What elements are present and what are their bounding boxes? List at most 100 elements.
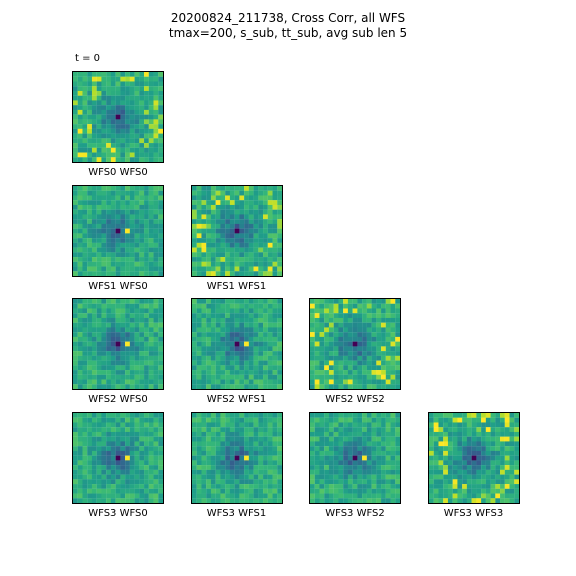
heatmap-cell <box>447 436 453 442</box>
heatmap-cell <box>385 313 391 319</box>
heatmap-cell <box>381 370 386 375</box>
heatmap-cell <box>91 299 97 304</box>
heatmap-cell <box>357 384 363 389</box>
heatmap-cell <box>390 497 396 503</box>
heatmap-cell <box>314 341 320 347</box>
heatmap-cell <box>77 412 83 418</box>
heatmap-cell <box>219 204 225 210</box>
heatmap-cell <box>200 261 206 267</box>
heatmap-cell <box>82 109 88 115</box>
heatmap-cell <box>480 483 486 489</box>
heatmap-cell <box>395 431 400 437</box>
heatmap-cell <box>509 450 514 456</box>
heatmap-cell <box>144 478 149 484</box>
heatmap-cell <box>91 133 97 139</box>
heatmap-cell <box>499 450 505 456</box>
heatmap-cell <box>324 459 330 465</box>
heatmap-cell <box>376 374 382 380</box>
heatmap-cell <box>390 417 396 423</box>
heatmap-cell <box>238 322 244 328</box>
heatmap-cell <box>314 322 320 328</box>
heatmap-cell <box>224 365 230 371</box>
heatmap-cell <box>77 322 83 328</box>
heatmap-cell <box>219 426 225 432</box>
heatmap-cell <box>115 247 121 252</box>
heatmap-cell <box>224 251 230 257</box>
heatmap-cell <box>77 261 83 267</box>
heatmap-cell <box>158 455 163 460</box>
heatmap-cell <box>91 213 97 219</box>
heatmap-cell <box>362 346 367 352</box>
heatmap-cell <box>210 261 216 267</box>
heatmap-cell <box>125 143 130 148</box>
heatmap-cell <box>437 488 443 494</box>
heatmap-cell <box>224 455 230 460</box>
heatmap-cell <box>381 360 386 366</box>
heatmap-cell <box>110 332 116 337</box>
heatmap-cell <box>333 483 339 489</box>
heatmap-cell <box>144 105 149 110</box>
heatmap-cell <box>134 440 140 446</box>
heatmap-cell <box>276 478 282 484</box>
heatmap-cell <box>310 459 315 465</box>
heatmap-cell <box>338 455 344 460</box>
heatmap-cell <box>238 270 244 276</box>
heatmap-cell <box>243 459 249 465</box>
heatmap-cell <box>509 469 514 475</box>
heatmap-cell <box>139 95 145 101</box>
heatmap-cell <box>73 266 78 271</box>
heatmap-cell <box>343 474 348 479</box>
heatmap-cell <box>262 384 268 389</box>
heatmap-cell <box>267 450 273 456</box>
heatmap-cell <box>120 247 126 252</box>
heatmap-cell <box>205 426 211 432</box>
heatmap-cell <box>276 450 282 456</box>
heatmap-cell <box>87 138 93 144</box>
heatmap-cell <box>428 417 434 423</box>
heatmap-cell <box>248 199 254 205</box>
heatmap-cell <box>333 336 339 342</box>
panel-label: WFS3 WFS0 <box>88 507 148 519</box>
heatmap-cell <box>110 459 116 465</box>
heatmap-cell <box>257 336 263 342</box>
heatmap-cell <box>433 421 439 427</box>
heatmap-cell <box>338 421 344 427</box>
heatmap-cell <box>191 355 197 361</box>
heatmap-cell <box>352 421 358 427</box>
heatmap-cell <box>134 322 140 328</box>
heatmap-cell <box>144 242 149 248</box>
heatmap-cell <box>319 445 325 451</box>
heatmap-cell <box>73 355 78 361</box>
heatmap-cell <box>120 190 126 196</box>
heatmap-cell <box>248 360 254 366</box>
heatmap-cell <box>210 256 216 262</box>
heatmap-cell <box>134 223 140 229</box>
heatmap-cell <box>106 488 111 494</box>
heatmap-cell <box>509 493 514 498</box>
heatmap-cell <box>276 299 282 304</box>
heatmap-cell <box>257 327 263 333</box>
heatmap-cell <box>499 426 505 432</box>
heatmap-cell <box>215 317 221 323</box>
heatmap-cell <box>504 469 510 475</box>
heatmap-cell <box>428 459 434 465</box>
heatmap-cell <box>357 459 363 465</box>
heatmap-cell <box>219 218 225 224</box>
heatmap-cell <box>381 412 386 418</box>
heatmap-cell <box>77 426 83 432</box>
heatmap-cell <box>437 445 443 451</box>
heatmap-cell <box>148 251 154 257</box>
heatmap-cell <box>376 303 382 309</box>
heatmap-cell <box>310 308 315 314</box>
heatmap-cell <box>338 412 344 418</box>
heatmap-cell <box>253 228 258 233</box>
heatmap-cell <box>139 474 145 479</box>
heatmap-cell <box>471 459 476 465</box>
heatmap-cell <box>376 445 382 451</box>
heatmap-cell <box>494 412 500 418</box>
heatmap-cell <box>362 341 367 347</box>
heatmap-cell <box>153 469 159 475</box>
heatmap-cell <box>366 370 372 375</box>
heatmap-cell <box>210 251 216 257</box>
heatmap-cell <box>257 450 263 456</box>
